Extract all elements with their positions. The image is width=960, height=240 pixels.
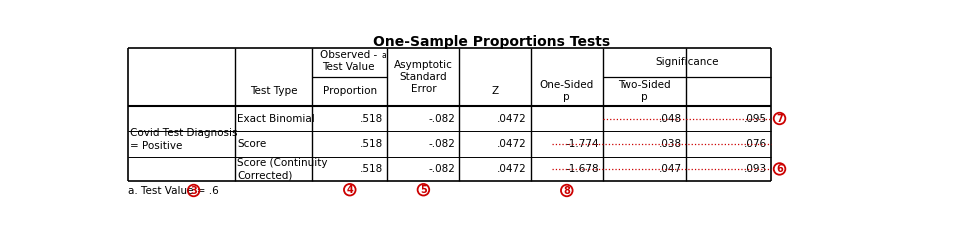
Text: Score (Continuity
Corrected): Score (Continuity Corrected) [237, 158, 327, 180]
Text: .076: .076 [744, 139, 767, 149]
Text: 5: 5 [420, 185, 427, 195]
Text: Score: Score [237, 139, 266, 149]
Text: .047: .047 [659, 164, 682, 174]
Text: -.082: -.082 [429, 114, 456, 124]
Text: Two-Sided
p: Two-Sided p [618, 80, 671, 102]
Text: .0472: .0472 [497, 139, 527, 149]
Text: Asymptotic
Standard
Error: Asymptotic Standard Error [394, 60, 453, 94]
Text: .048: .048 [659, 114, 682, 124]
Text: .093: .093 [744, 164, 767, 174]
Text: Significance: Significance [655, 57, 719, 67]
Text: -.082: -.082 [429, 164, 456, 174]
Text: .518: .518 [360, 164, 383, 174]
Text: One-Sample Proportions Tests: One-Sample Proportions Tests [373, 35, 611, 49]
Text: One-Sided
p: One-Sided p [540, 80, 594, 102]
Text: Covid Test Diagnosis
= Positive: Covid Test Diagnosis = Positive [130, 128, 237, 151]
Text: -1.678: -1.678 [565, 164, 599, 174]
Text: 6: 6 [776, 164, 783, 174]
Text: .518: .518 [360, 114, 383, 124]
Text: 7: 7 [776, 114, 783, 124]
Text: -1.774: -1.774 [565, 139, 599, 149]
Text: .038: .038 [659, 139, 682, 149]
Text: Z: Z [492, 86, 498, 96]
Text: -.082: -.082 [429, 139, 456, 149]
Text: .0472: .0472 [497, 164, 527, 174]
Text: a: a [381, 51, 386, 60]
Text: 3: 3 [190, 186, 197, 196]
Text: .0472: .0472 [497, 114, 527, 124]
Text: .518: .518 [360, 139, 383, 149]
Text: Test Type: Test Type [250, 86, 298, 96]
Text: .095: .095 [744, 114, 767, 124]
Text: 8: 8 [564, 186, 570, 196]
Text: 4: 4 [347, 185, 353, 195]
Text: Exact Binomial: Exact Binomial [237, 114, 315, 124]
Text: a. Test Value = .6: a. Test Value = .6 [128, 186, 225, 196]
Text: Proportion: Proportion [323, 86, 377, 96]
Text: Observed -
Test Value: Observed - Test Value [320, 49, 377, 72]
